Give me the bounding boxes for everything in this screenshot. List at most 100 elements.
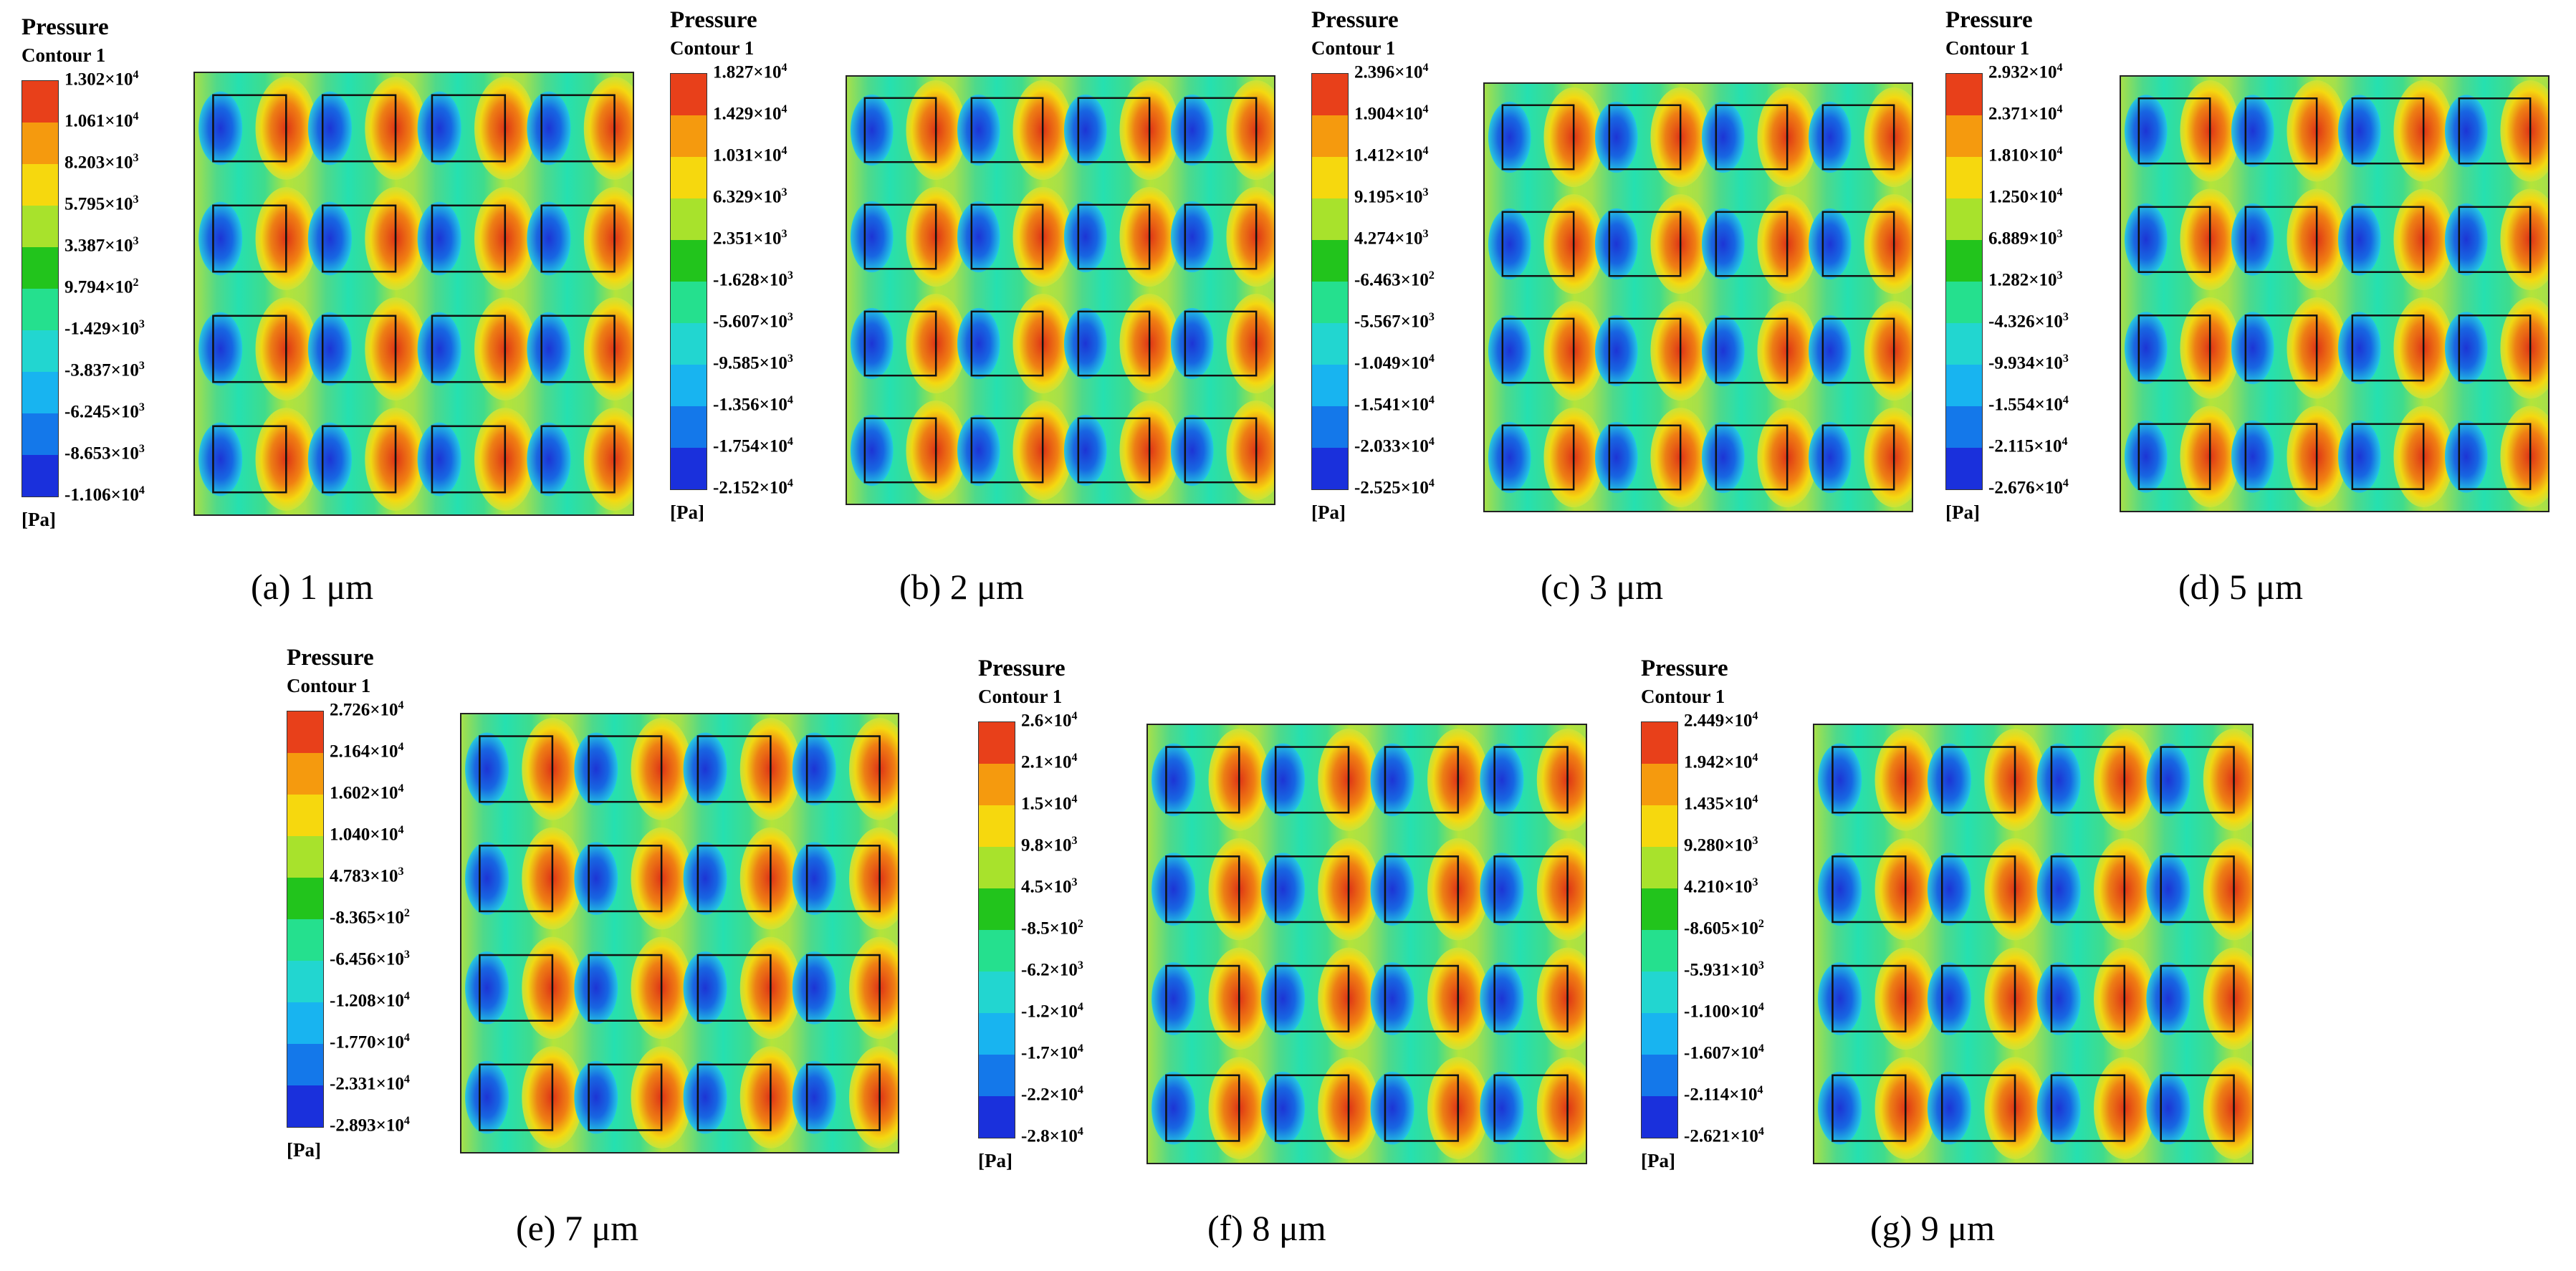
color-bar-segment <box>1312 157 1348 198</box>
low-pressure-zone <box>2337 312 2381 385</box>
legend-tick-label: -1.607×104 <box>1684 1042 1764 1063</box>
micro-pin-outline <box>863 97 937 163</box>
high-pressure-zone <box>1226 400 1274 501</box>
micro-pin-outline <box>1493 746 1569 814</box>
low-pressure-zone <box>527 201 571 276</box>
unit-label: [Pa] <box>978 1150 1012 1171</box>
low-pressure-zone <box>574 1060 618 1134</box>
color-bar-segment <box>1642 1096 1677 1138</box>
micro-pin-outline <box>1821 211 1895 277</box>
legend-title: Pressure <box>1945 7 2033 33</box>
high-pressure-zone <box>2500 80 2548 182</box>
color-bar-segment <box>1312 74 1348 115</box>
legend-tick-label: 2.6×104 <box>1021 710 1078 731</box>
color-bar-segment <box>1312 240 1348 282</box>
micro-pin-outline <box>1832 1074 1907 1142</box>
legend-tick-label: 4.210×103 <box>1684 876 1758 897</box>
low-pressure-zone <box>2036 1071 2081 1145</box>
micro-pin-outline <box>970 97 1044 163</box>
low-pressure-zone <box>2124 95 2168 168</box>
low-pressure-zone <box>1488 315 1531 387</box>
low-pressure-zone <box>1170 201 1214 273</box>
legend-tick-label: 1.250×104 <box>1988 186 2063 207</box>
legend-tick-label: -2.676×104 <box>1988 477 2069 498</box>
micro-pin-outline <box>805 845 881 913</box>
low-pressure-zone <box>792 842 836 916</box>
legend-tick-label: -2.114×104 <box>1684 1084 1763 1105</box>
legend-tick-label: -8.605×102 <box>1684 918 1764 939</box>
low-pressure-zone <box>1260 1071 1305 1145</box>
low-pressure-zone <box>1370 961 1414 1035</box>
low-pressure-zone <box>1927 1071 1971 1145</box>
color-bar-segment <box>671 198 707 240</box>
micro-pin-outline <box>1940 855 2016 924</box>
high-pressure-zone <box>2203 1057 2252 1159</box>
low-pressure-zone <box>1488 421 1531 494</box>
high-pressure-zone <box>1536 1057 1586 1159</box>
color-bar-segment <box>22 289 58 330</box>
low-pressure-zone <box>1488 208 1531 280</box>
micro-pin-outline <box>970 203 1044 270</box>
color-bar-segment <box>22 123 58 164</box>
color-bar-segment <box>287 753 323 795</box>
legend-tick-label: 1.061×104 <box>64 110 139 131</box>
low-pressure-zone <box>1701 208 1745 280</box>
low-pressure-zone <box>2444 95 2488 168</box>
color-bar-segment <box>671 323 707 365</box>
micro-pin-outline <box>2050 1074 2126 1142</box>
legend-tick-label: -2.8×104 <box>1021 1126 1083 1146</box>
low-pressure-zone <box>1808 315 1852 387</box>
low-pressure-zone <box>1594 315 1638 387</box>
color-bar-segment <box>979 805 1015 847</box>
high-pressure-zone <box>583 297 633 401</box>
micro-pin-outline <box>1384 746 1460 814</box>
low-pressure-zone <box>850 414 894 486</box>
micro-pin-outline <box>431 315 507 383</box>
legend-tick-label: -8.653×103 <box>64 443 145 464</box>
legend-tick-label: 4.5×103 <box>1021 876 1078 897</box>
micro-pin-outline <box>588 1063 663 1131</box>
legend-tick-label: -6.245×103 <box>64 401 145 422</box>
micro-pin-outline <box>1608 317 1682 384</box>
micro-pin-outline <box>2244 97 2318 165</box>
legend-tick-label: -6.463×102 <box>1354 269 1435 290</box>
color-bar-segment <box>979 888 1015 930</box>
color-bar-segment <box>287 1002 323 1044</box>
micro-pin-outline <box>212 315 287 383</box>
low-pressure-zone <box>1260 743 1305 817</box>
high-pressure-zone <box>2203 838 2252 941</box>
legend-tick-label: 5.795×103 <box>64 193 139 214</box>
low-pressure-zone <box>1151 961 1196 1035</box>
micro-pin-outline <box>540 315 616 383</box>
low-pressure-zone <box>2036 961 2081 1035</box>
legend-subtitle: Contour 1 <box>978 686 1063 707</box>
micro-pin-outline <box>2458 206 2532 273</box>
color-bar-segment <box>22 372 58 413</box>
panel-caption: (e) 7 μm <box>516 1208 639 1248</box>
high-pressure-zone <box>583 408 633 511</box>
color-bar-segment <box>1946 365 1982 406</box>
legend-subtitle: Contour 1 <box>287 675 371 696</box>
color-bar-segment <box>287 919 323 961</box>
legend-tick-label: -4.326×103 <box>1988 311 2069 332</box>
low-pressure-zone <box>2231 312 2274 385</box>
micro-pin-outline <box>2351 423 2425 490</box>
low-pressure-zone <box>1063 414 1107 486</box>
micro-pin-outline <box>2244 423 2318 490</box>
panel-caption: (f) 8 μm <box>1207 1208 1326 1248</box>
legend-subtitle: Contour 1 <box>21 44 106 66</box>
micro-pin-outline <box>970 310 1044 377</box>
low-pressure-zone <box>2231 203 2274 276</box>
low-pressure-zone <box>792 951 836 1025</box>
color-bar-segment <box>1312 365 1348 406</box>
micro-pin-outline <box>863 310 937 377</box>
color-bar <box>1641 721 1678 1138</box>
low-pressure-zone <box>1170 414 1214 486</box>
low-pressure-zone <box>307 422 352 497</box>
high-pressure-zone <box>849 718 898 820</box>
high-pressure-zone <box>2500 406 2548 507</box>
micro-pin-outline <box>1608 104 1682 171</box>
legend-subtitle: Contour 1 <box>1641 686 1725 707</box>
low-pressure-zone <box>1927 961 1971 1035</box>
micro-pin-outline <box>1715 317 1789 384</box>
